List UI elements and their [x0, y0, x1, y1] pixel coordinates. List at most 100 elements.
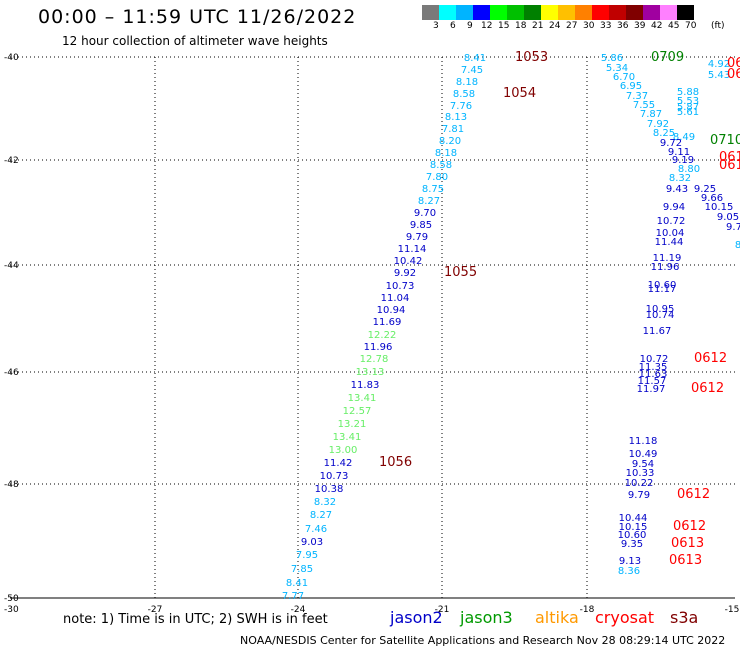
wave-height-value: 8.27 [310, 510, 332, 521]
axis-tick-labels: -27 -24 -21 -18 -15 -40 -42 -44 -46 -48 -50-30 [4, 53, 739, 615]
wave-height-value: 9.85 [410, 220, 432, 231]
wave-height-value: 10.73 [320, 471, 349, 482]
colorbar-tick-label: 42 [651, 21, 663, 31]
wave-height-value: 9.79 [628, 490, 650, 501]
wave-height-value: 9.35 [621, 539, 643, 550]
wave-height-value: 9.94 [663, 202, 685, 213]
pass-time-label: 1055 [444, 265, 477, 280]
latitude-tick-label: -44 [4, 261, 19, 271]
legend-s3a: s3a [670, 608, 699, 627]
colorbar-swatch [677, 5, 694, 20]
longitude-tick-label: -21 [435, 605, 450, 615]
wave-height-value: 11.19 [653, 253, 682, 264]
colorbar-swatch [575, 5, 592, 20]
colorbar-tick-label: 39 [634, 21, 646, 31]
map-grid [10, 56, 735, 599]
wave-height-value: 8.58 [430, 160, 452, 171]
colorbar-tick-label: 30 [583, 21, 595, 31]
wave-height-value: 9.92 [394, 268, 416, 279]
wave-height-value: 9.13 [619, 556, 641, 567]
wave-height-value: 11.83 [351, 380, 380, 391]
wave-height-value: 8.80 [678, 164, 700, 175]
map-subtitle: 12 hour collection of altimeter wave hei… [62, 34, 328, 48]
wave-height-value: 10.49 [629, 449, 658, 460]
colorbar-tick-label: 36 [617, 21, 629, 31]
colorbar-swatch [660, 5, 677, 20]
longitude-tick-label: -27 [148, 605, 163, 615]
wave-height-value: 10.15 [619, 522, 648, 533]
wave-height-value: 8.13 [445, 112, 467, 123]
latitude-tick-label: -48 [4, 480, 19, 490]
colorbar-tick-label: 21 [532, 21, 544, 31]
colorbar-swatch [626, 5, 643, 20]
wave-height-value: 5.53 [677, 96, 699, 107]
latitude-tick-label: -46 [4, 368, 19, 378]
wave-height-value: 13.21 [338, 419, 367, 430]
colorbar-swatch [507, 5, 524, 20]
wave-height-value: 13.41 [333, 432, 362, 443]
wave-height-value: 10.15 [705, 202, 734, 213]
colorbar-tick-label: 18 [515, 21, 527, 31]
colorbar-tick-label: 27 [566, 21, 578, 31]
pass-time-label: 1056 [379, 455, 412, 470]
colorbar-swatch [439, 5, 456, 20]
wave-height-value: 8.25 [653, 128, 675, 139]
wave-height-value: 9.11 [668, 147, 690, 158]
colorbar-tick-label: 12 [481, 21, 493, 31]
wave-height-value: 10.33 [626, 468, 655, 479]
footer-credit: NOAA/NESDIS Center for Satellite Applica… [240, 634, 726, 647]
longitude-tick-label: -24 [291, 605, 306, 615]
wave-height-value: 4.92 [708, 59, 730, 70]
wave-height-value: 5.43 [708, 70, 730, 81]
colorbar-swatch [422, 5, 439, 20]
wave-height-value: 7.55 [633, 100, 655, 111]
wave-height-value: 8.32 [669, 173, 691, 184]
wave-height-value: 10.74 [646, 310, 675, 321]
wave-height-value: 9.79 [406, 232, 428, 243]
wave-height-value: 8.18 [456, 77, 478, 88]
wave-height-value: 11.42 [324, 458, 353, 469]
wave-height-value: 11.35 [639, 362, 668, 373]
wave-height-value: 10.38 [315, 484, 344, 495]
latitude-tick-label: -42 [4, 156, 19, 166]
wave-height-value: 7.87 [640, 109, 662, 120]
map-title: 00:00 – 11:59 UTC 11/26/2022 [38, 6, 357, 28]
wave-height-value: 8.20 [439, 136, 461, 147]
latitude-tick-label: -40 [4, 53, 19, 63]
colorbar-swatch [490, 5, 507, 20]
pass-time-label: 1053 [515, 50, 548, 65]
wave-height-value: 10.44 [619, 513, 648, 524]
wave-height-value: 7.92 [647, 119, 669, 130]
wave-height-value: 13.13 [356, 367, 385, 378]
colorbar-tick-label: 9 [467, 21, 473, 31]
pass-time-label: 0710 [710, 133, 740, 148]
legend-cryosat: cryosat [595, 608, 655, 627]
latitude-tick-label: -50 [4, 594, 19, 604]
wave-height-value: 10.60 [648, 280, 677, 291]
wave-height-value: 11.69 [373, 317, 402, 328]
wave-height-value: 12.78 [360, 354, 389, 365]
pass-time-label: 061 [727, 56, 740, 71]
wave-height-value: 10.04 [656, 228, 685, 239]
wave-height-value: 11.04 [381, 293, 410, 304]
colorbar-swatch [541, 5, 558, 20]
pass-time-label: 0612 [677, 487, 710, 502]
wave-height-value: 9.03 [301, 537, 323, 548]
colorbar-tick-label: 3 [433, 21, 439, 31]
wave-height-value: 8.27 [418, 196, 440, 207]
wave-height-value: 5.87 [677, 102, 699, 113]
wave-height-value: 10.73 [386, 281, 415, 292]
wave-height-value: 7.46 [305, 524, 327, 535]
wave-height-value: 11.96 [364, 342, 393, 353]
wave-height-value: 7.45 [461, 65, 483, 76]
wave-height-value: 10.72 [657, 216, 686, 227]
colorbar-swatch [524, 5, 541, 20]
wave-height-value: 6.70 [613, 72, 635, 83]
wave-height-value: 7.77 [282, 591, 304, 602]
wave-height-value: 10.22 [625, 478, 654, 489]
colorbar-swatch [558, 5, 575, 20]
wave-height-value: 8.58 [453, 89, 475, 100]
wave-height-value: 7.76 [450, 101, 472, 112]
